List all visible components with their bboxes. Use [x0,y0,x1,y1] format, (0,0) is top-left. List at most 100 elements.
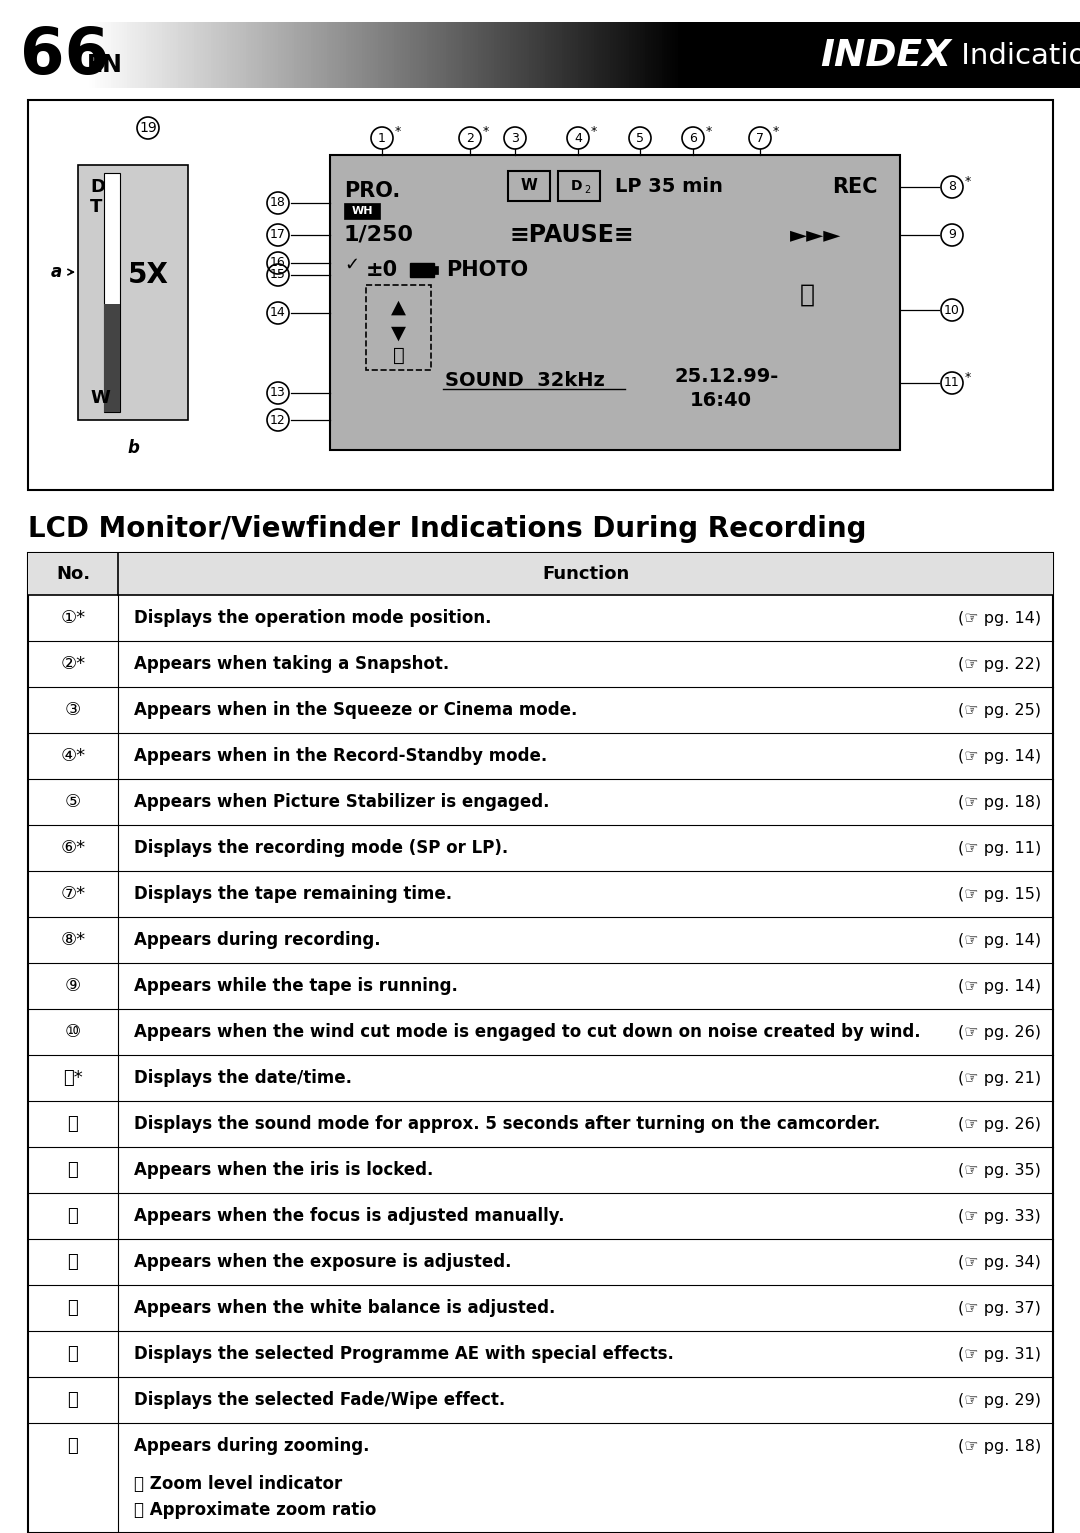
Bar [205,21,208,87]
Text: REC: REC [833,176,878,198]
Text: T: T [90,198,103,216]
Bar [356,21,360,87]
Bar [1031,21,1035,87]
Text: (☞ pg. 37): (☞ pg. 37) [958,1300,1041,1315]
Bar [154,21,157,87]
Bar [740,21,743,87]
Bar [345,202,380,219]
Bar [511,21,513,87]
Text: *: * [966,371,971,383]
Bar [251,21,254,87]
Bar [464,21,468,87]
Bar [1002,21,1004,87]
Bar [130,21,133,87]
Bar [27,21,30,87]
Bar [502,21,505,87]
Bar [815,21,819,87]
Text: LP 35 min: LP 35 min [615,178,723,196]
Bar [454,21,457,87]
Bar [171,21,173,87]
Bar [238,21,241,87]
Text: 18: 18 [270,196,286,210]
Bar [559,21,562,87]
Bar [693,21,697,87]
Bar [103,21,106,87]
Text: Displays the recording mode (SP or LP).: Displays the recording mode (SP or LP). [134,839,509,857]
Bar [1024,21,1026,87]
Bar [653,21,657,87]
Bar [589,21,592,87]
Bar [759,21,761,87]
Bar [572,21,576,87]
Bar [359,21,362,87]
Bar [567,21,570,87]
Bar [661,21,664,87]
Bar [840,21,842,87]
Bar [605,21,608,87]
Text: 9: 9 [948,228,956,242]
Bar [743,21,745,87]
Text: 5X: 5X [127,261,168,290]
Bar [765,21,767,87]
Text: Appears when Picture Stabilizer is engaged.: Appears when Picture Stabilizer is engag… [134,793,550,811]
Bar [468,21,470,87]
Bar [315,21,319,87]
Bar [78,166,188,420]
Text: D: D [570,179,582,193]
Bar [1013,21,1015,87]
Bar [143,21,146,87]
Text: 15: 15 [270,268,286,282]
Text: W: W [90,389,110,406]
Bar [672,21,675,87]
Bar [945,21,948,87]
Bar [1069,21,1072,87]
Bar [481,21,484,87]
Bar [405,21,408,87]
Text: 13: 13 [270,386,286,400]
Bar [680,21,684,87]
Text: 10: 10 [944,304,960,316]
Bar [1061,21,1064,87]
Bar [297,21,300,87]
Bar [473,21,475,87]
Bar [259,21,262,87]
Bar [366,285,431,369]
Bar [754,21,756,87]
Bar [497,21,500,87]
Bar [691,21,694,87]
Bar [732,21,734,87]
Bar [543,21,545,87]
Bar [410,21,414,87]
Text: ⑥*: ⑥* [60,839,85,857]
Bar [216,21,219,87]
Bar [81,21,84,87]
Bar [540,21,543,87]
Bar [1015,21,1018,87]
Bar [28,553,1053,1533]
Bar [675,21,678,87]
Bar [313,21,316,87]
Text: *: * [395,126,402,138]
Bar [248,21,252,87]
Text: SOUND  32kHz: SOUND 32kHz [445,371,605,389]
Bar [837,21,840,87]
Text: ⑩: ⑩ [65,1023,81,1041]
Bar [801,21,805,87]
Bar [522,21,524,87]
Bar [343,21,346,87]
Text: ⑯: ⑯ [68,1298,79,1317]
Text: ⑪*: ⑪* [63,1069,83,1087]
Bar [423,21,427,87]
Bar [45,21,49,87]
Bar [441,21,443,87]
Bar [218,21,221,87]
Bar [246,21,248,87]
Bar [283,21,286,87]
Bar [189,21,192,87]
Bar [913,21,916,87]
Text: D: D [90,178,105,196]
Bar [488,21,491,87]
Bar [705,21,707,87]
Bar [942,21,945,87]
Bar [308,21,311,87]
